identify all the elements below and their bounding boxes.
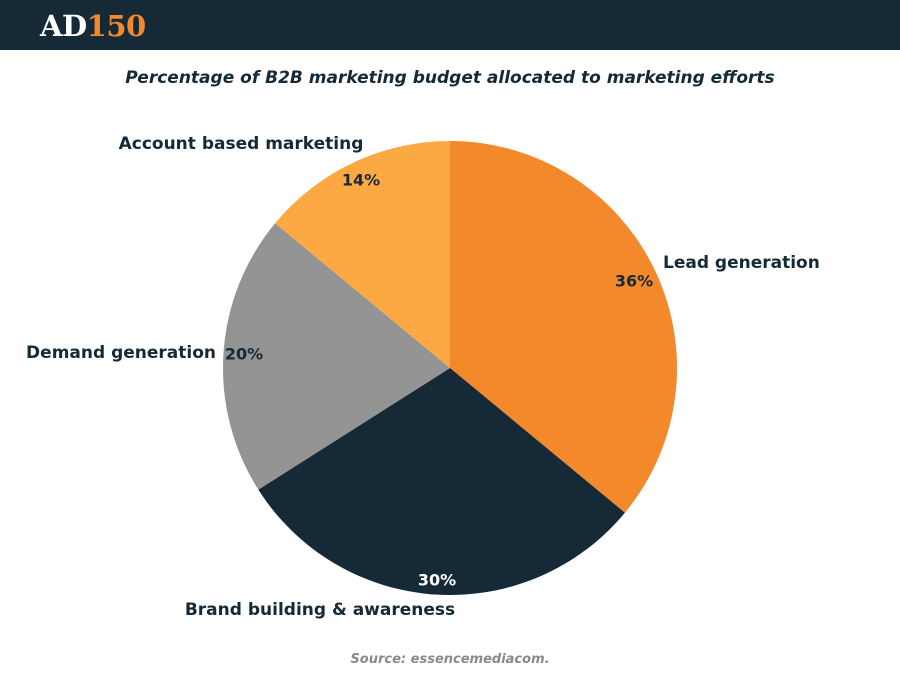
category-label-account-based-marketing: Account based marketing xyxy=(119,134,364,154)
chart-title: Percentage of B2B marketing budget alloc… xyxy=(125,68,775,88)
value-label-lead-generation: 36% xyxy=(615,272,653,291)
header-bar: AD150 xyxy=(0,0,900,50)
pie-slices xyxy=(222,141,678,596)
pie-slice-account-based-marketing[interactable] xyxy=(275,141,450,368)
logo-text-150: 150 xyxy=(86,9,147,43)
pie-category-labels: Lead generation Brand building & awarenes… xyxy=(26,134,820,620)
value-label-demand-generation: 20% xyxy=(225,345,263,364)
pie-value-labels: 36% 30% 20% 14% xyxy=(225,171,653,590)
category-label-lead-generation: Lead generation xyxy=(663,253,820,273)
pie-slice-demand-generation[interactable] xyxy=(222,223,450,490)
brand-logo[interactable]: AD150 xyxy=(40,9,146,43)
pie-slice-lead-generation[interactable] xyxy=(450,141,678,513)
value-label-brand-building-awareness: 30% xyxy=(418,571,456,590)
category-label-brand-building-awareness: Brand building & awareness xyxy=(185,600,455,620)
source-note: Source: essencemediacom. xyxy=(350,652,550,667)
pie-slice-brand-building-awareness[interactable] xyxy=(258,368,625,596)
logo-text-ad: AD xyxy=(40,9,87,43)
category-label-demand-generation: Demand generation xyxy=(26,343,216,363)
value-label-account-based-marketing: 14% xyxy=(342,171,380,190)
